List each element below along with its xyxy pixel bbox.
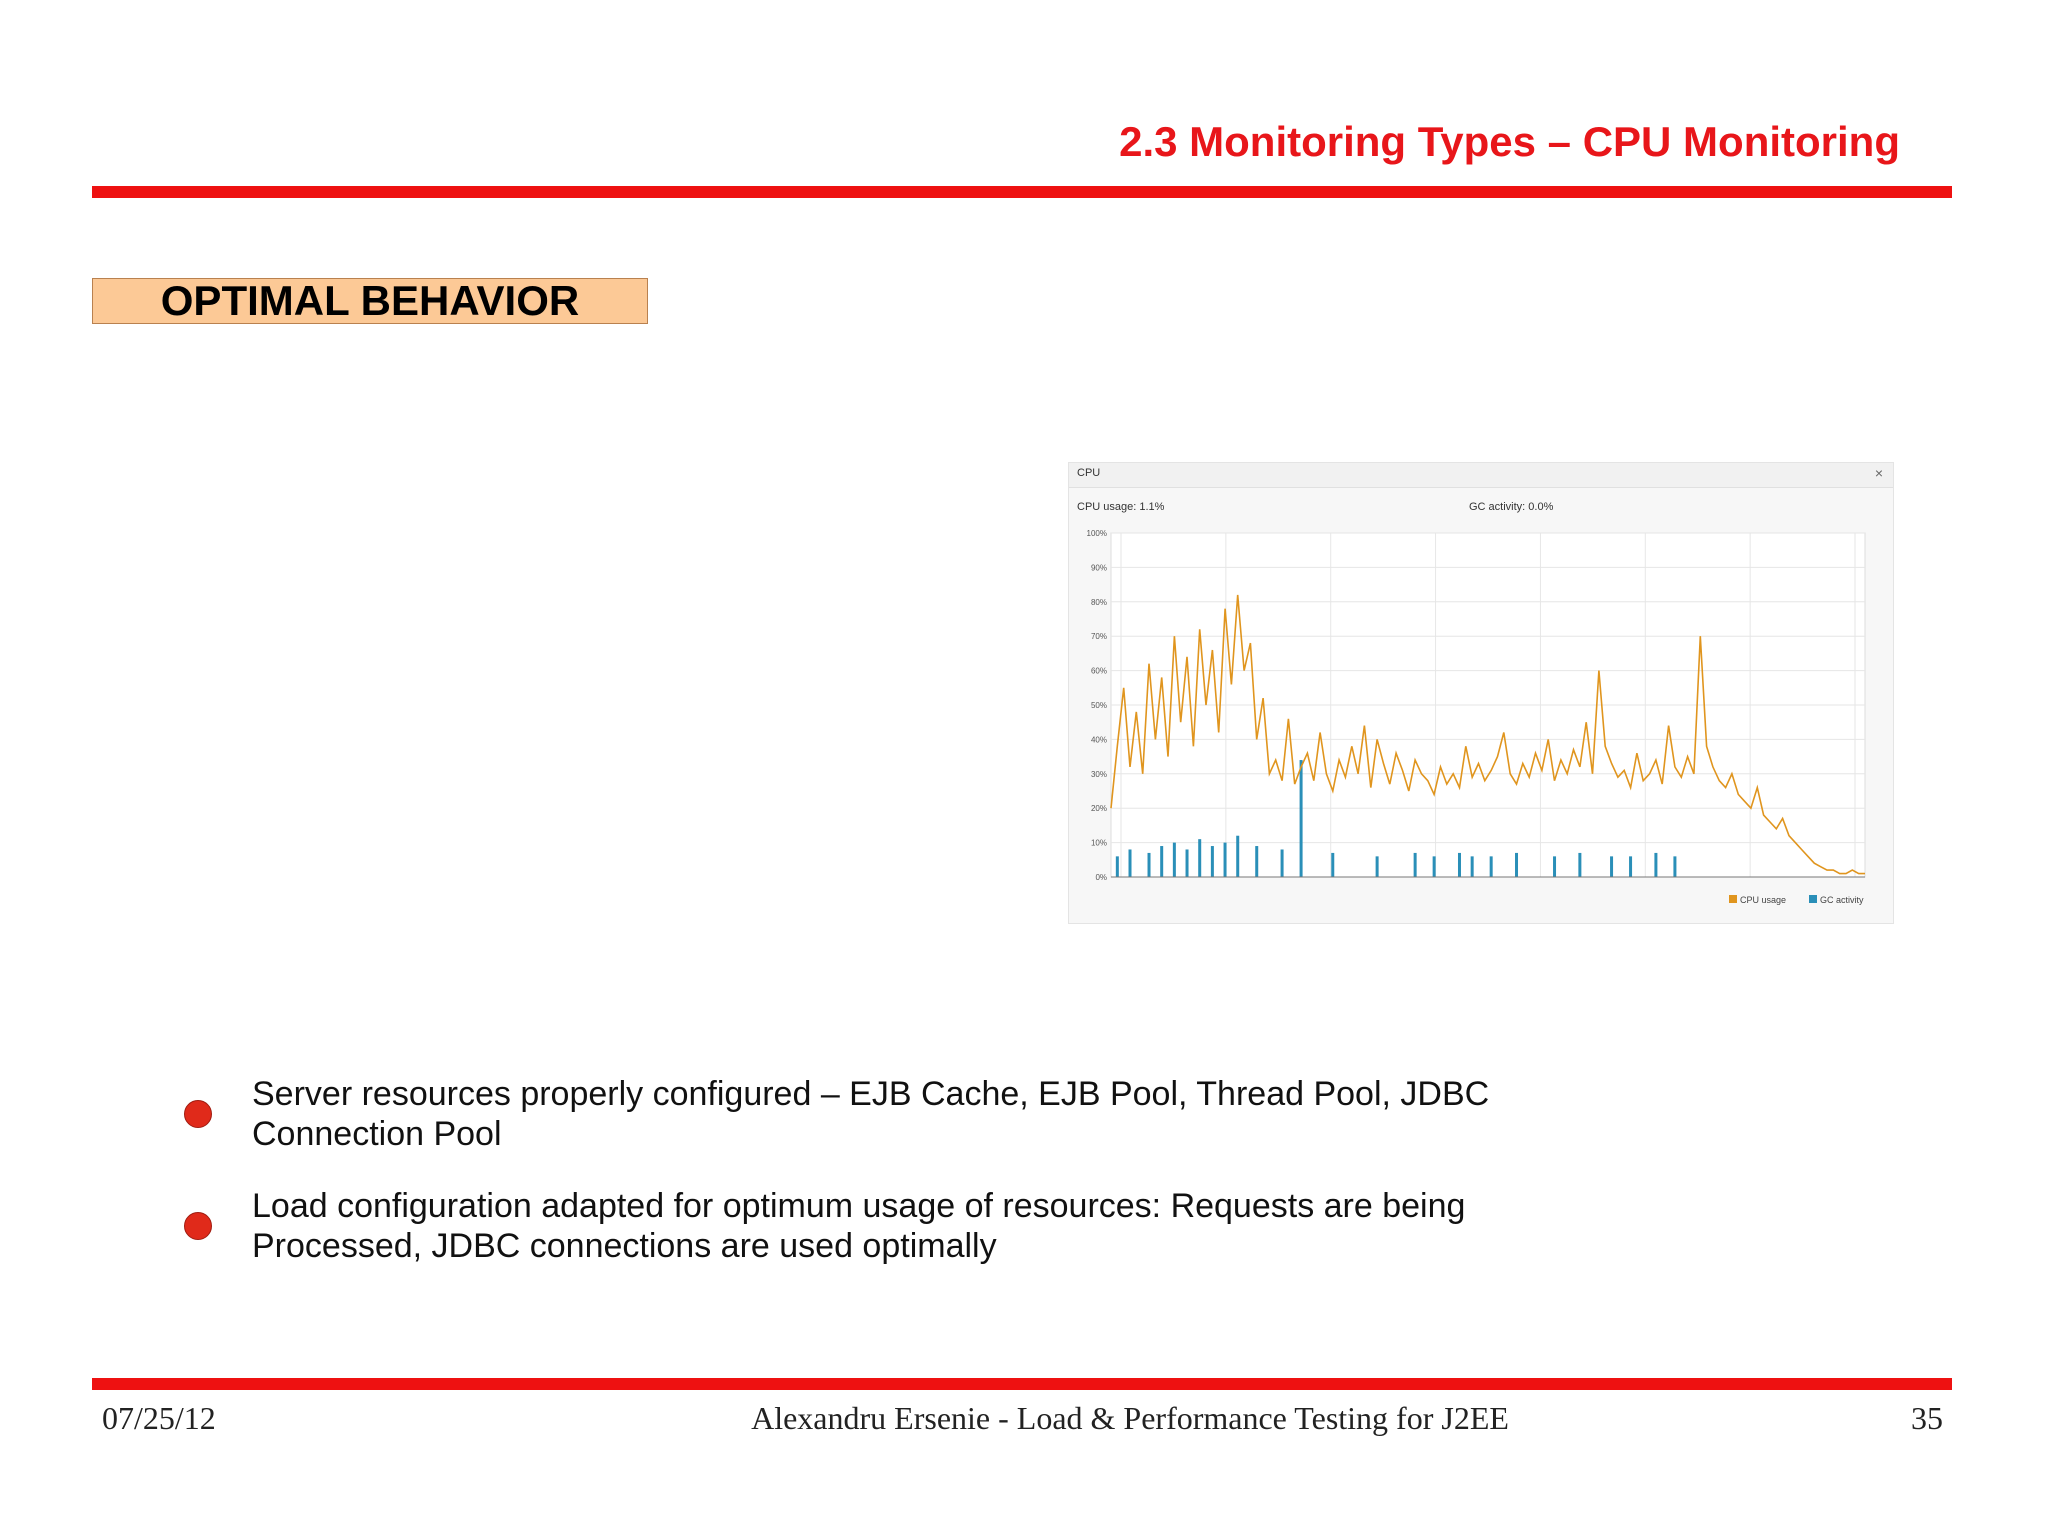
gc-activity-bar xyxy=(1553,856,1557,877)
gc-activity-bar xyxy=(1654,852,1658,877)
y-tick-label: 50% xyxy=(1091,701,1107,710)
gc-activity-bar xyxy=(1413,852,1417,877)
bullet-text: Load configuration adapted for optimum u… xyxy=(252,1187,1466,1265)
gc-activity-bar xyxy=(1515,852,1519,877)
footer-date: 07/25/12 xyxy=(102,1400,216,1436)
gc-activity-bar xyxy=(1673,856,1677,877)
gc-activity-bar xyxy=(1578,852,1582,877)
y-tick-label: 0% xyxy=(1095,873,1107,882)
gc-activity-bar xyxy=(1185,849,1189,877)
y-tick-label: 40% xyxy=(1091,735,1107,744)
gc-activity-bar xyxy=(1331,852,1335,877)
gc-activity-bar xyxy=(1160,846,1164,877)
close-icon[interactable]: × xyxy=(1874,465,1883,481)
slide-title: 2.3 Monitoring Types – CPU Monitoring xyxy=(1119,118,1900,165)
gc-activity-bar xyxy=(1128,849,1132,877)
legend-label-cpu: CPU usage xyxy=(1740,895,1786,905)
gc-activity-bar xyxy=(1470,856,1474,877)
gc-activity-bar xyxy=(1375,856,1379,877)
bullet-list: Server resources properly configured – E… xyxy=(180,1074,1630,1298)
section-label: OPTIMAL BEHAVIOR xyxy=(92,278,648,324)
cpu-usage-line xyxy=(1110,594,1865,875)
y-tick-label: 100% xyxy=(1087,529,1107,538)
cpu-chart: 100% 90% 80% 70% 60% 50% 40% 30% 20% 10% 0% CPU usa… xyxy=(1087,529,1866,905)
chart-window-title: CPU xyxy=(1077,467,1101,479)
y-tick-label: 90% xyxy=(1091,563,1107,572)
gc-activity-bar xyxy=(1489,856,1493,877)
gc-activity-bar xyxy=(1172,842,1176,877)
bullet-dot-icon xyxy=(184,1212,212,1240)
legend-swatch-cpu xyxy=(1729,895,1737,903)
gc-activity-bar xyxy=(1629,856,1633,877)
bullet-dot-icon xyxy=(184,1100,212,1128)
gc-activity-bar xyxy=(1198,839,1202,877)
chart-titlebar: CPU × xyxy=(1069,463,1893,488)
cpu-usage-readout: CPU usage: 1.1% xyxy=(1077,501,1165,513)
gc-activity-bar xyxy=(1210,846,1214,877)
footer-rule xyxy=(92,1378,1952,1390)
gc-activity-bar xyxy=(1147,852,1151,877)
title-rule xyxy=(92,186,1952,198)
y-tick-label: 20% xyxy=(1091,804,1107,813)
gc-activity-bar xyxy=(1115,856,1119,877)
gc-activity-bar xyxy=(1255,846,1259,877)
footer-author: Alexandru Ersenie - Load & Performance T… xyxy=(751,1400,1509,1436)
legend-label-gc: GC activity xyxy=(1820,895,1864,905)
gc-activity-bar xyxy=(1299,760,1303,877)
y-tick-label: 70% xyxy=(1091,632,1107,641)
y-tick-label: 60% xyxy=(1091,667,1107,676)
legend-swatch-gc xyxy=(1809,895,1817,903)
bullet-text: Server resources properly configured – E… xyxy=(252,1075,1490,1153)
gc-activity-readout: GC activity: 0.0% xyxy=(1469,501,1554,513)
gc-activity-bar xyxy=(1457,852,1461,877)
y-tick-label: 30% xyxy=(1091,770,1107,779)
y-tick-label: 10% xyxy=(1091,839,1107,848)
page-number: 35 xyxy=(1911,1400,1943,1436)
y-tick-label: 80% xyxy=(1091,598,1107,607)
gc-activity-bar xyxy=(1610,856,1614,877)
gc-activity-bar xyxy=(1236,835,1240,877)
gc-activity-bar xyxy=(1280,849,1284,877)
bullet-item: Load configuration adapted for optimum u… xyxy=(180,1186,1630,1266)
cpu-chart-panel: CPU × CPU usage: 1.1% GC activity: 0.0% … xyxy=(1068,462,1894,924)
bullet-item: Server resources properly configured – E… xyxy=(180,1074,1630,1154)
gc-activity-bar xyxy=(1223,842,1227,877)
gc-activity-bar xyxy=(1432,856,1436,877)
